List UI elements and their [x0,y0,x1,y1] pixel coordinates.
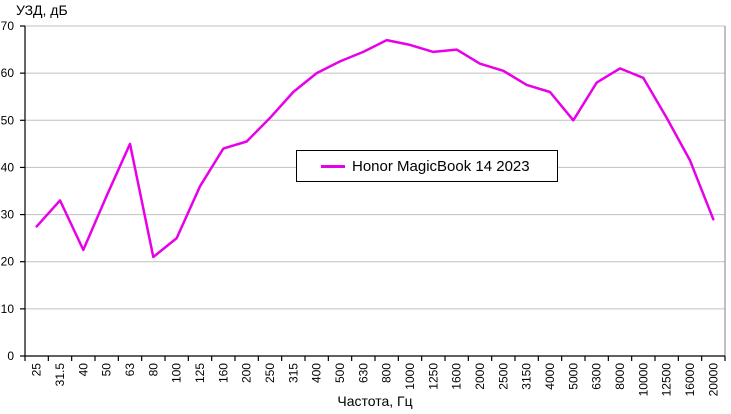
x-tick-label: 80 [146,363,160,377]
x-tick-label: 2000 [473,363,487,390]
x-tick-label: 1000 [403,363,417,390]
y-tick-label: 30 [1,208,15,222]
x-tick-label: 12500 [660,363,674,397]
x-tick-label: 63 [123,363,137,377]
y-tick-label: 10 [1,302,15,316]
x-tick-label: 16000 [683,363,697,397]
y-tick-label: 40 [1,160,15,174]
x-tick-label: 125 [193,363,207,383]
x-tick-label: 2500 [496,363,510,390]
x-tick-label: 630 [356,363,370,383]
y-tick-label: 70 [1,19,15,33]
x-tick-label: 31.5 [53,363,67,387]
x-tick-label: 100 [170,363,184,383]
x-tick-label: 200 [240,363,254,383]
x-tick-label: 5000 [566,363,580,390]
x-tick-label: 315 [286,363,300,383]
x-tick-label: 10000 [636,363,650,397]
x-tick-label: 3150 [520,363,534,390]
legend-label: Honor MagicBook 14 2023 [352,157,530,175]
x-tick-label: 4000 [543,363,557,390]
x-axis-title: Частота, Гц [337,393,413,409]
legend-line-sample [321,164,345,168]
x-tick-label: 50 [100,363,114,377]
x-tick-label: 20000 [706,363,720,397]
data-line [35,38,715,259]
x-tick-label: 250 [263,363,277,383]
x-tick-label: 400 [310,363,324,383]
x-tick-label: 500 [333,363,347,383]
x-tick-label: 25 [30,363,44,377]
x-tick-label: 8000 [613,363,627,390]
x-tick-label: 6300 [590,363,604,390]
y-tick-label: 20 [1,255,15,269]
legend: Honor MagicBook 14 2023 [296,150,558,182]
y-tick-label: 60 [1,66,15,80]
x-tick-label: 1250 [426,363,440,390]
x-tick-label: 1600 [450,363,464,390]
y-axis-title: УЗД, дБ [16,2,68,18]
x-tick-label: 800 [380,363,394,383]
x-tick-label: 160 [216,363,230,383]
y-tick-label: 0 [7,349,14,363]
y-tick-label: 50 [1,113,15,127]
x-tick-label: 40 [76,363,90,377]
